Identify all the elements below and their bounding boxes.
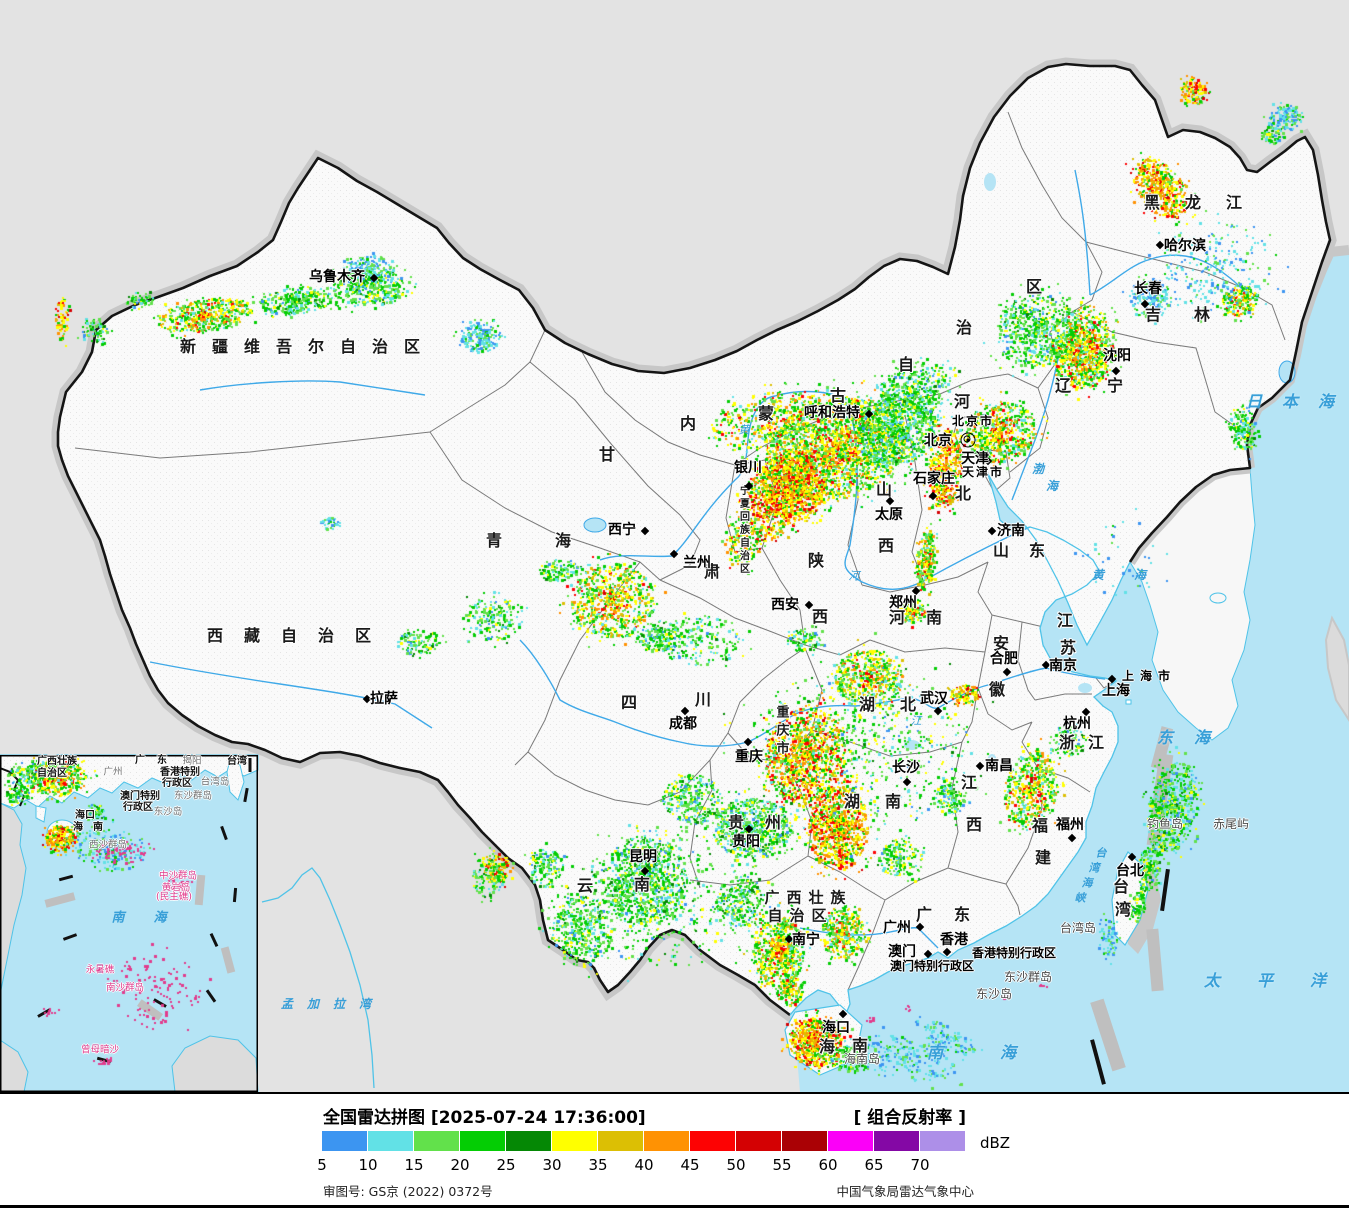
- colorbar-tick: 15: [404, 1156, 424, 1174]
- page-bottom-rule: [0, 1205, 1349, 1208]
- colorbar-tick: 25: [496, 1156, 516, 1174]
- colorbar-segment: [644, 1131, 689, 1151]
- colorbar-segment: [874, 1131, 919, 1151]
- radar-echo-layer: [0, 0, 1349, 1094]
- colorbar-tick: 20: [450, 1156, 470, 1174]
- legend-panel: 全国雷达拼图 [2025-07-24 17:36:00] [ 组合反射率 ] d…: [0, 1094, 1349, 1208]
- legend-approval-number: 审图号: GS京 (2022) 0372号: [323, 1184, 493, 1199]
- colorbar-tick: 30: [542, 1156, 562, 1174]
- legend-unit: dBZ: [980, 1134, 1011, 1152]
- colorbar-segment: [506, 1131, 551, 1151]
- colorbar-segment: [736, 1131, 781, 1151]
- legend-source: 中国气象局雷达气象中心: [836, 1184, 974, 1199]
- colorbar-segment: [552, 1131, 597, 1151]
- colorbar-tick: 50: [726, 1156, 746, 1174]
- map-frame-bottom: [0, 1092, 1349, 1094]
- colorbar-segment: [920, 1131, 965, 1151]
- colorbar-tick: 35: [588, 1156, 608, 1174]
- legend-colorbar: [322, 1131, 965, 1151]
- colorbar-segment: [414, 1131, 459, 1151]
- colorbar-tick: 55: [772, 1156, 792, 1174]
- legend-product: [ 组合反射率 ]: [853, 1108, 966, 1128]
- colorbar-tick: 40: [634, 1156, 654, 1174]
- legend-title: 全国雷达拼图 [2025-07-24 17:36:00]: [323, 1108, 646, 1128]
- colorbar-segment: [598, 1131, 643, 1151]
- colorbar-segment: [828, 1131, 873, 1151]
- legend-tick-labels: 5 10 15 20 25 30 35 40 45 50 55 60 65 70: [317, 1156, 1002, 1174]
- colorbar-segment: [322, 1131, 367, 1151]
- colorbar-segment: [368, 1131, 413, 1151]
- colorbar-segment: [460, 1131, 505, 1151]
- colorbar-tick: 5: [317, 1156, 327, 1174]
- colorbar-tick: 60: [818, 1156, 838, 1174]
- colorbar-tick: 65: [864, 1156, 884, 1174]
- colorbar-tick: 45: [680, 1156, 700, 1174]
- colorbar-segment: [782, 1131, 827, 1151]
- colorbar-tick: 70: [910, 1156, 930, 1174]
- colorbar-tick: 10: [358, 1156, 378, 1174]
- colorbar-segment: [690, 1131, 735, 1151]
